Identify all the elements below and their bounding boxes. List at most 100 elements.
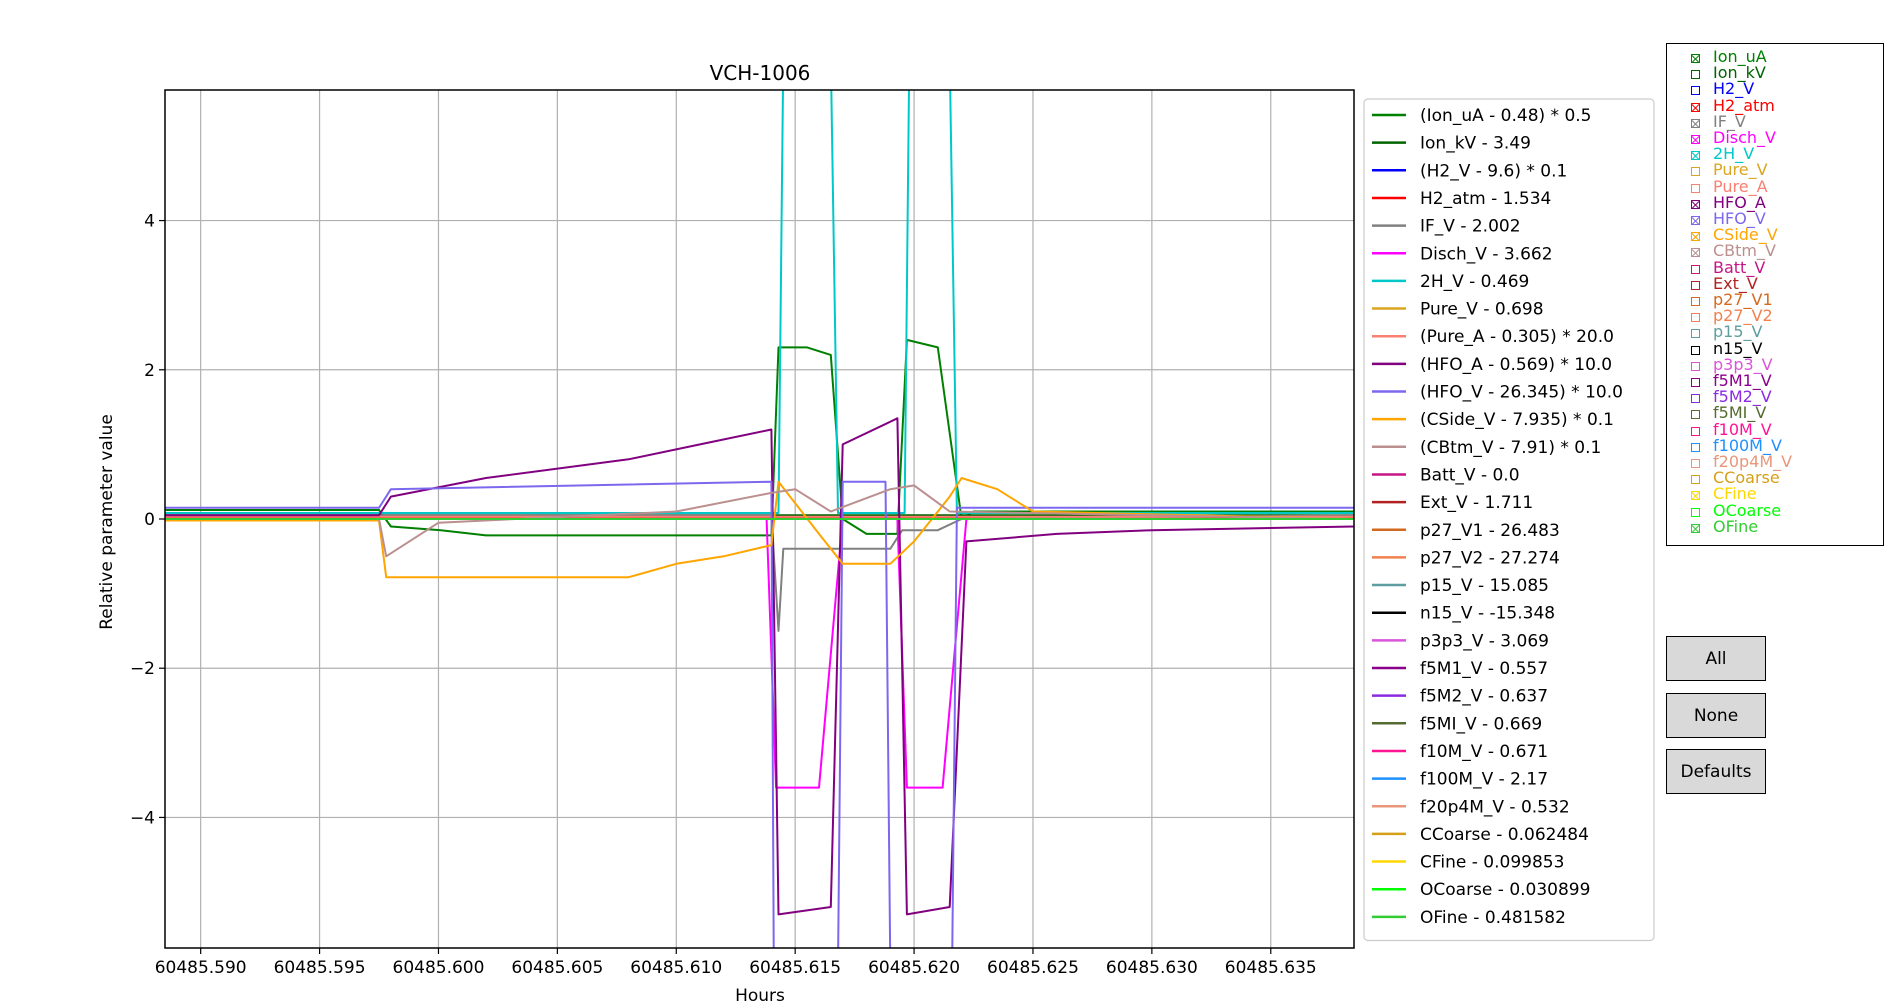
- checkbox[interactable]: [1691, 361, 1700, 371]
- legend-label: Ext_V - 1.711: [1420, 493, 1533, 513]
- series-toggle-label: f100M_V: [1713, 435, 1782, 455]
- series-line: [165, 514, 1354, 632]
- series-toggle-label: Ion_kV: [1713, 63, 1766, 83]
- y-axis-label: Relative parameter value: [97, 414, 117, 630]
- x-tick-label: 60485.605: [511, 958, 603, 978]
- checkbox[interactable]: [1691, 248, 1700, 258]
- series-toggle-label: CSide_V: [1713, 225, 1778, 245]
- series-toggle-label: IF_V: [1713, 111, 1746, 131]
- series-toggle-label: p3p3_V: [1713, 354, 1773, 374]
- legend-label: IF_V - 2.002: [1420, 217, 1521, 237]
- y-tick-label: 4: [144, 212, 155, 232]
- series-toggle-label: Disch_V: [1713, 128, 1776, 147]
- legend-label: (Pure_A - 0.305) * 20.0: [1420, 327, 1614, 347]
- checkbox[interactable]: [1691, 135, 1700, 144]
- series-toggle-label: 2H_V: [1713, 144, 1755, 164]
- legend-label: OCoarse - 0.030899: [1420, 880, 1590, 900]
- x-tick-label: 60485.610: [630, 958, 722, 978]
- checkbox[interactable]: [1691, 297, 1700, 306]
- y-tick-label: −2: [130, 659, 155, 679]
- series-toggle-label: f20p4M_V: [1713, 452, 1793, 471]
- none-button[interactable]: None: [1666, 693, 1766, 738]
- legend-label: (CBtm_V - 7.91) * 0.1: [1420, 438, 1601, 458]
- series-toggle-label: CBtm_V: [1713, 241, 1776, 261]
- series-toggle-label: f5M2_V: [1713, 387, 1772, 407]
- legend-label: (H2_V - 9.6) * 0.1: [1420, 161, 1567, 181]
- series-line: [165, 484, 1354, 558]
- series-toggle-label: Ext_V: [1713, 273, 1758, 293]
- x-tick-label: 60485.635: [1225, 958, 1317, 978]
- x-tick-label: 60485.595: [274, 958, 366, 978]
- checkbox[interactable]: [1691, 199, 1700, 209]
- y-tick-label: 2: [144, 361, 155, 381]
- checkbox[interactable]: [1691, 183, 1700, 193]
- checkbox[interactable]: [1691, 54, 1700, 63]
- checkbox[interactable]: [1691, 313, 1700, 323]
- legend-label: p15_V - 15.085: [1420, 576, 1549, 596]
- checkbox[interactable]: [1691, 216, 1700, 225]
- checkbox[interactable]: [1691, 167, 1700, 177]
- checkbox[interactable]: [1691, 378, 1700, 387]
- legend-label: p3p3_V - 3.069: [1420, 631, 1549, 651]
- chart-title: VCH-1006: [710, 61, 811, 85]
- checkbox[interactable]: [1691, 394, 1700, 404]
- series-toggle-label: Pure_V: [1713, 160, 1768, 180]
- checkbox[interactable]: [1691, 264, 1700, 274]
- checkbox[interactable]: [1691, 491, 1700, 501]
- legend-label: f5M2_V - 0.637: [1420, 687, 1548, 707]
- defaults-button[interactable]: Defaults: [1666, 749, 1766, 794]
- legend-label: f20p4M_V - 0.532: [1420, 797, 1570, 817]
- series-toggle-label: n15_V: [1713, 338, 1763, 358]
- y-tick-label: 0: [144, 510, 155, 530]
- legend-label: OFine - 0.481582: [1420, 908, 1566, 928]
- checkbox[interactable]: [1691, 459, 1700, 468]
- legend-label: p27_V1 - 26.483: [1420, 521, 1560, 541]
- legend-frame: [1363, 98, 1655, 942]
- legend-label: (CSide_V - 7.935) * 0.1: [1420, 410, 1614, 430]
- checkbox[interactable]: [1691, 232, 1700, 242]
- legend-label: p27_V2 - 27.274: [1420, 548, 1560, 568]
- checkbox[interactable]: [1691, 426, 1700, 436]
- checkbox[interactable]: [1691, 442, 1700, 452]
- series-toggle-label: Ion_uA: [1713, 47, 1767, 66]
- series-toggle-label: HFO_V: [1713, 209, 1766, 228]
- all-button[interactable]: All: [1666, 636, 1766, 681]
- checkbox[interactable]: [1691, 329, 1700, 339]
- checkbox[interactable]: [1691, 86, 1700, 96]
- legend-label: 2H_V - 0.469: [1420, 272, 1529, 292]
- checkbox[interactable]: [1691, 102, 1700, 112]
- checkbox[interactable]: [1691, 345, 1700, 355]
- checkbox[interactable]: [1691, 507, 1700, 517]
- series-toggle-label: CFine: [1713, 484, 1757, 504]
- checkbox[interactable]: [1691, 70, 1700, 80]
- series-toggle-label: f5M1_V: [1713, 371, 1772, 390]
- series-line: [165, 417, 1354, 916]
- checkbox[interactable]: [1691, 280, 1700, 290]
- legend-label: f5M1_V - 0.557: [1420, 659, 1548, 679]
- series-toggle-label: p27_V1: [1713, 290, 1773, 309]
- checkbox[interactable]: [1691, 410, 1700, 420]
- x-tick-label: 60485.590: [155, 958, 247, 978]
- y-tick-label: −4: [130, 808, 155, 828]
- legend-label: Batt_V - 0.0: [1420, 465, 1520, 485]
- series-toggle-label: Pure_A: [1713, 176, 1768, 196]
- checkbox[interactable]: [1691, 151, 1700, 161]
- series-line: [165, 480, 1354, 948]
- series-toggle-label: OFine: [1713, 516, 1759, 536]
- x-tick-label: 60485.620: [868, 958, 960, 978]
- series-line: [165, 90, 1354, 514]
- legend-label: Ion_kV - 3.49: [1420, 134, 1531, 154]
- x-tick-label: 60485.615: [749, 958, 841, 978]
- x-tick-label: 60485.625: [987, 958, 1079, 978]
- series-toggle-label: HFO_A: [1713, 192, 1766, 212]
- checkbox[interactable]: [1691, 118, 1700, 128]
- series-line: [165, 338, 1354, 537]
- x-tick-label: 60485.630: [1106, 958, 1198, 978]
- series-toggle-label: H2_V: [1713, 79, 1755, 99]
- legend-label: (Ion_uA - 0.48) * 0.5: [1420, 106, 1592, 126]
- checkbox[interactable]: [1691, 523, 1700, 533]
- checkbox[interactable]: [1691, 475, 1700, 485]
- series-toggle-label: p15_V: [1713, 322, 1763, 342]
- legend-label: (HFO_V - 26.345) * 10.0: [1420, 383, 1623, 403]
